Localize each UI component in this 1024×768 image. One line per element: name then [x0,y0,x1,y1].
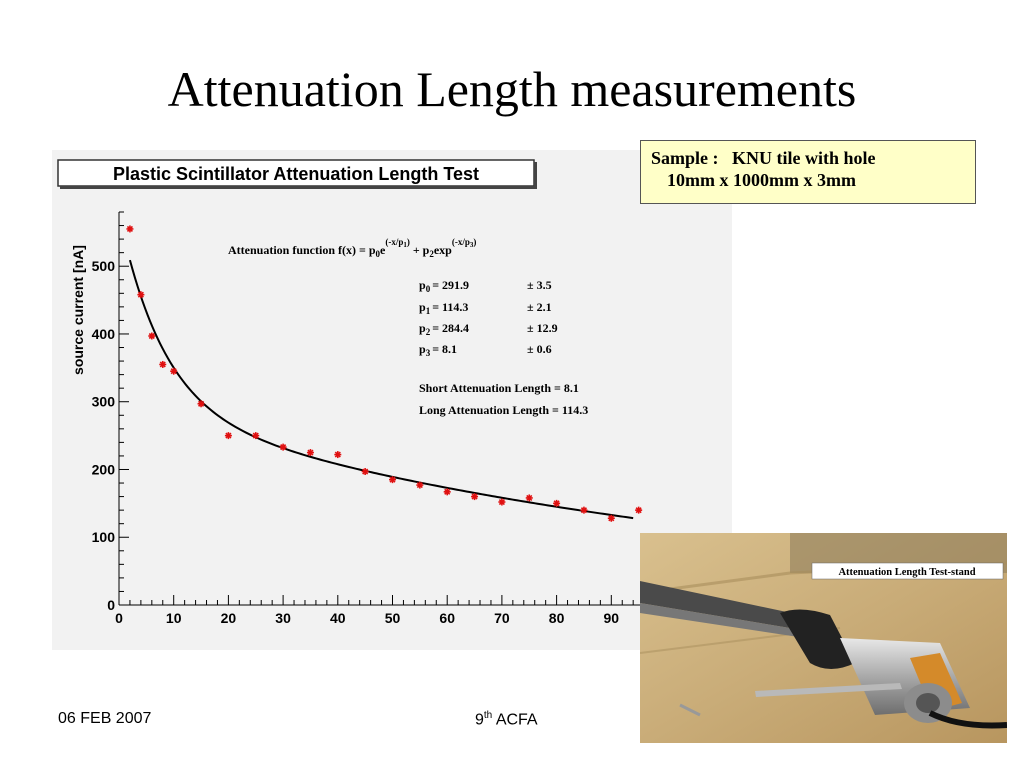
y-tick-label: 400 [92,326,116,342]
data-point [361,468,369,476]
data-point [279,443,287,451]
data-point [607,514,615,522]
y-tick-label: 200 [92,461,116,477]
plot-panel: Plastic Scintillator Attenuation Length … [52,150,732,650]
y-axis-label: source current [nA] [70,245,86,375]
data-point [148,332,156,340]
data-point [126,225,134,233]
data-point [252,432,260,440]
data-point [334,451,342,459]
photo-caption-box [811,562,1004,580]
short-attenuation-length: Short Attenuation Length = 8.1 [419,381,579,395]
x-tick-label: 90 [604,610,620,626]
x-tick-label: 20 [221,610,237,626]
y-tick-label: 100 [92,529,116,545]
data-point [443,488,451,496]
chart-title: Plastic Scintillator Attenuation Length … [113,164,479,184]
sample-line-2: 10mm x 1000mm x 3mm [667,170,856,190]
data-point [471,493,479,501]
x-tick-label: 40 [330,610,346,626]
x-tick-label: 10 [166,610,182,626]
data-point [498,498,506,506]
x-tick-label: 80 [549,610,565,626]
attenuation-chart: Plastic Scintillator Attenuation Length … [57,159,678,641]
footer-date: 06 FEB 2007 [58,710,152,727]
data-point [389,476,396,484]
x-tick-label: 30 [275,610,291,626]
data-points [126,225,643,522]
x-tick-label: 70 [494,610,510,626]
slide-title: Attenuation Length measurements [167,61,857,117]
sample-info-box: Sample : KNU tile with hole 10mm x 1000m… [640,140,976,204]
sample-line-1: Sample : KNU tile with hole [651,148,876,168]
chart-title-box [57,159,535,187]
param-p0: p0 = 291.9 [419,278,469,294]
data-point [580,506,588,514]
param-p1-error: ± 2.1 [527,300,552,314]
param-p2: p2 = 284.4 [419,321,469,337]
param-p2-error: ± 12.9 [527,321,558,335]
test-stand-photo: Attenuation Length Test-stand [640,533,1007,743]
param-p3: p3 = 8.1 [419,342,457,358]
long-attenuation-length: Long Attenuation Length = 114.3 [419,403,588,417]
param-p0-error: ± 3.5 [527,278,552,292]
data-point [170,367,178,375]
data-point [137,291,145,299]
data-point [159,360,167,368]
x-axis-ticks: 0102030405060708090100 [115,595,678,626]
y-axis-ticks: 0 100 200 300 400 500 [92,211,129,613]
data-point [525,494,533,502]
data-point [197,400,205,408]
data-point [553,499,561,507]
test-stand-photo-image: Attenuation Length Test-stand [640,533,1007,743]
param-p3-error: ± 0.6 [527,342,552,356]
y-tick-label: 0 [107,597,115,613]
x-tick-label: 60 [439,610,455,626]
data-point [635,506,643,514]
y-tick-label: 500 [92,258,116,274]
fit-curve [128,259,634,520]
param-p1: p1 = 114.3 [419,300,468,316]
fit-parameters: p0 = 291.9 ± 3.5 p1 = 114.3 ± 2.1 p2 = 284.… [419,278,588,417]
fit-function-text: Attenuation function f(x) = p0e(-x/p1) +… [228,237,476,259]
data-point [306,449,314,457]
footer-conference: 9th ACFA [475,710,538,729]
x-tick-label: 0 [115,610,123,626]
data-point [416,481,424,489]
y-tick-label: 300 [92,394,116,410]
photo-caption: Attenuation Length Test-stand [838,567,975,578]
x-tick-label: 50 [385,610,401,626]
data-point [224,432,232,440]
